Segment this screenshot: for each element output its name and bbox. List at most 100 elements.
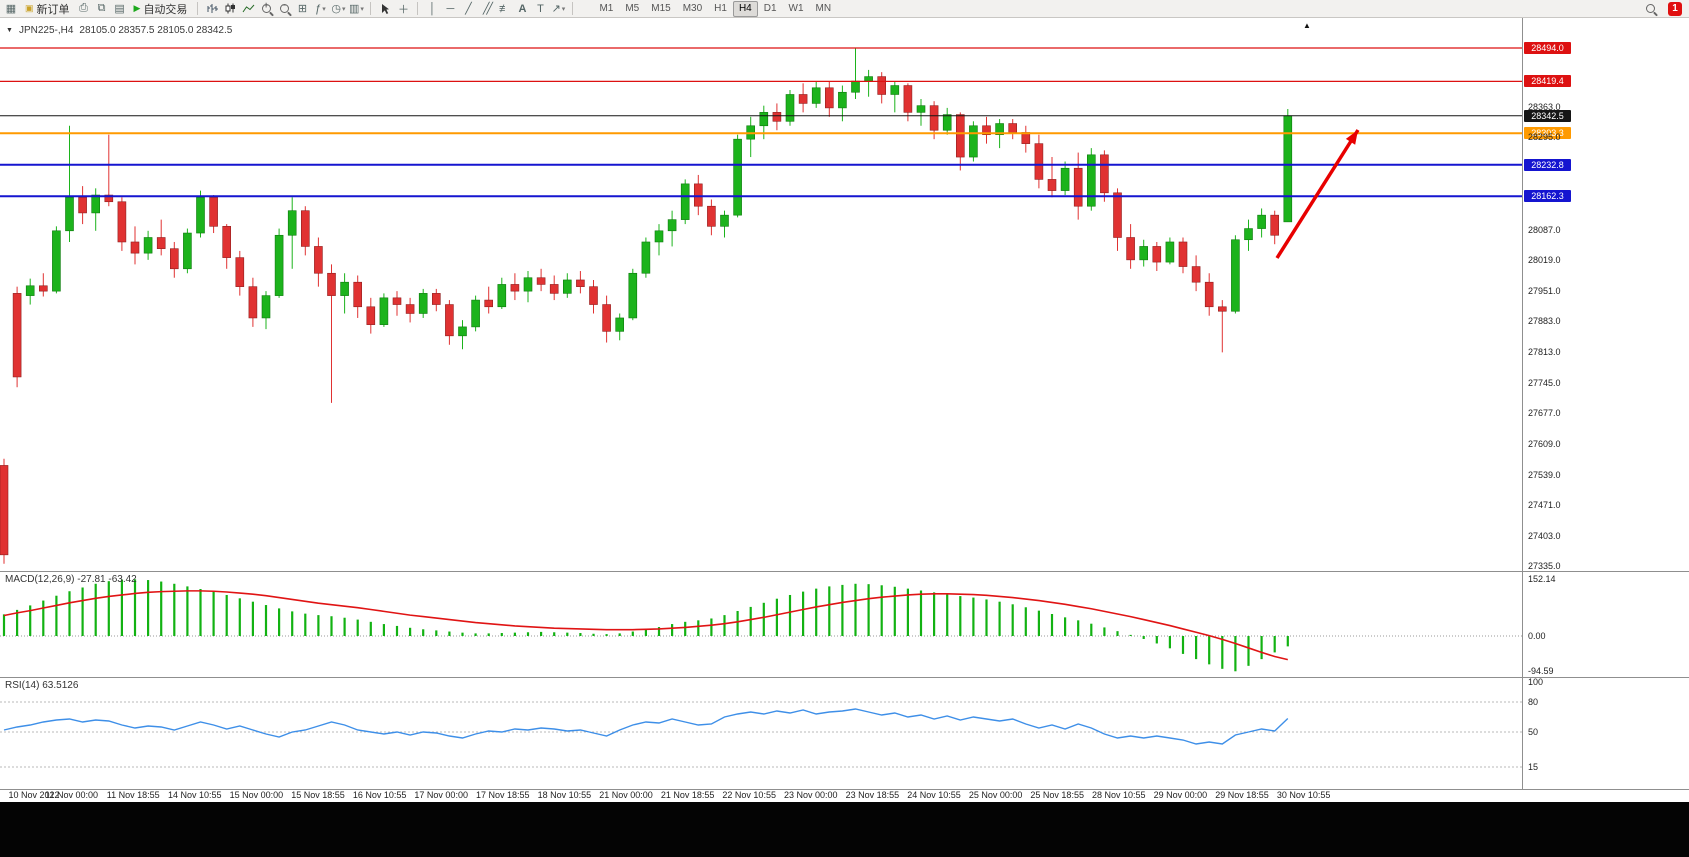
- bar-chart-mode-icon[interactable]: [204, 1, 220, 16]
- trendline-tool-icon[interactable]: ╱: [465, 3, 472, 15]
- text-label-tool-icon[interactable]: T: [537, 2, 544, 15]
- time-axis-label: 23 Nov 18:55: [845, 790, 900, 800]
- horizontal-line-tool-icon[interactable]: ─: [446, 2, 455, 15]
- periods-icon[interactable]: ◷ ▾: [331, 3, 346, 15]
- price-axis-label: 27335.0: [1528, 561, 1561, 571]
- bear-candle: [1034, 143, 1044, 180]
- scroll-to-end-marker[interactable]: ▲: [1303, 21, 1311, 30]
- price-axis-label: 28019.0: [1528, 255, 1561, 266]
- bull-candle: [680, 183, 690, 220]
- bear-candle: [877, 76, 887, 95]
- bear-candle: [222, 226, 231, 258]
- bear-candle: [38, 285, 48, 292]
- timeframe-mn[interactable]: MN: [815, 2, 832, 14]
- bear-candle: [209, 196, 218, 227]
- time-axis-label: 25 Nov 18:55: [1030, 790, 1084, 800]
- price-level-badge: 28494.0: [1524, 42, 1571, 54]
- bear-candle: [248, 286, 258, 319]
- price-axis-label: 27677.0: [1528, 408, 1561, 419]
- price-axis-label: 27951.0: [1528, 285, 1561, 296]
- toolbar-separator: [370, 2, 372, 15]
- time-axis[interactable]: 10 Nov 2022 11 Nov 00:00 11 Nov 18:55 14 No…: [0, 790, 1689, 802]
- candlestick-mode-icon[interactable]: [222, 1, 238, 16]
- rsi-canvas[interactable]: [0, 678, 1522, 789]
- timeframe-m15[interactable]: M15: [651, 2, 671, 14]
- search-icon[interactable]: [1642, 1, 1658, 16]
- rsi-axis[interactable]: 100 80 50 15: [1522, 677, 1689, 789]
- bull-candle: [25, 285, 35, 296]
- time-axis-label: 15 Nov 18:55: [291, 790, 345, 800]
- bull-candle: [1231, 239, 1240, 312]
- vertical-line-tool-icon[interactable]: │: [429, 2, 436, 15]
- timeframe-h4[interactable]: H4: [732, 0, 758, 17]
- main-chart-canvas[interactable]: [0, 18, 1522, 571]
- text-tool-icon[interactable]: A: [518, 2, 527, 15]
- indicators-icon[interactable]: ƒ ▾: [315, 2, 326, 15]
- cursor-tool-icon[interactable]: [377, 1, 393, 16]
- timeframe-m30[interactable]: M30: [682, 2, 703, 14]
- toolbar-separator: [197, 2, 199, 15]
- arrows-tool-icon[interactable]: ↗ ▾: [551, 3, 566, 15]
- time-axis-label: 21 Nov 18:55: [660, 790, 715, 800]
- templates-icon[interactable]: ▥ ▾: [348, 3, 364, 15]
- bear-candle: [353, 281, 363, 308]
- price-axis[interactable]: 28494.0 28419.4 28342.5 28303.3 28232.8 28162…: [1522, 18, 1689, 571]
- autotrading-play-icon: ▶: [133, 3, 141, 13]
- timeframe-d1[interactable]: D1: [763, 2, 777, 14]
- bear-candle: [117, 201, 127, 243]
- bull-candle: [261, 295, 271, 319]
- bear-candle: [1191, 266, 1201, 283]
- new-order-label: 新订单: [36, 3, 70, 16]
- time-axis-label: 16 Nov 10:55: [352, 790, 407, 800]
- timeframe-h1[interactable]: H1: [714, 2, 727, 14]
- bull-candle: [667, 219, 677, 232]
- bear-candle: [602, 304, 611, 332]
- chart-window: 28494.0 28419.4 28342.5 28303.3 28232.8 28162…: [0, 18, 1689, 857]
- autotrading-button[interactable]: ▶ 自动交易: [130, 1, 192, 16]
- bear-candle: [300, 210, 310, 247]
- notification-badge[interactable]: 1: [1668, 1, 1682, 16]
- profile-window-icon[interactable]: ▤: [114, 3, 125, 15]
- zoom-out-icon[interactable]: [276, 0, 292, 16]
- bear-candle: [693, 183, 703, 207]
- line-chart-mode-icon[interactable]: [240, 1, 256, 16]
- price-axis-label: 28363.0: [1528, 101, 1561, 112]
- price-axis-label: 27745.0: [1528, 377, 1561, 388]
- bull-candle: [143, 237, 153, 254]
- print-icon[interactable]: ⎙: [79, 2, 88, 14]
- toolbar-right-group: 1: [1642, 1, 1686, 16]
- trend-arrow[interactable]: [1275, 129, 1360, 259]
- timeframe-m1[interactable]: M1: [599, 2, 614, 14]
- bear-candle: [235, 257, 245, 287]
- bear-candle: [1008, 123, 1018, 133]
- price-axis-label: 28295.0: [1528, 131, 1561, 142]
- new-chart-icon[interactable]: ▦: [5, 3, 17, 15]
- timeframe-m5[interactable]: M5: [625, 2, 640, 14]
- bear-candle: [1152, 246, 1162, 263]
- price-axis-label: 27813.0: [1528, 347, 1561, 358]
- price-axis-label: 27471.0: [1528, 500, 1561, 511]
- macd-canvas[interactable]: [0, 572, 1522, 677]
- bear-candle: [156, 237, 166, 249]
- tile-windows-icon[interactable]: ⊞: [297, 3, 308, 15]
- print-preview-icon[interactable]: ⧉: [97, 2, 106, 14]
- bull-candle: [418, 293, 428, 314]
- bull-candle: [471, 299, 480, 328]
- price-level-badge: 28419.4: [1524, 75, 1571, 88]
- macd-axis[interactable]: 152.14 0.00 -94.59: [1522, 572, 1689, 677]
- crosshair-tool-icon[interactable]: ＋: [397, 3, 409, 16]
- bull-candle: [1257, 214, 1266, 229]
- timeframe-w1[interactable]: W1: [788, 2, 804, 14]
- bear-candle: [366, 306, 376, 325]
- fibonacci-tool-icon[interactable]: ≢: [498, 2, 510, 15]
- symbol-dropdown-icon[interactable]: ▼: [6, 27, 13, 34]
- new-order-button[interactable]: ▣ 新订单: [21, 1, 74, 16]
- channel-tool-icon[interactable]: ╱╱: [482, 3, 493, 15]
- ohlc-values: 28105.0 28357.5 28105.0 28342.5: [79, 25, 233, 36]
- rsi-line: [3, 708, 1289, 745]
- zoom-in-icon[interactable]: [258, 0, 274, 16]
- bear-candle: [510, 284, 520, 292]
- bull-candle: [864, 76, 873, 82]
- bull-candle: [523, 277, 533, 292]
